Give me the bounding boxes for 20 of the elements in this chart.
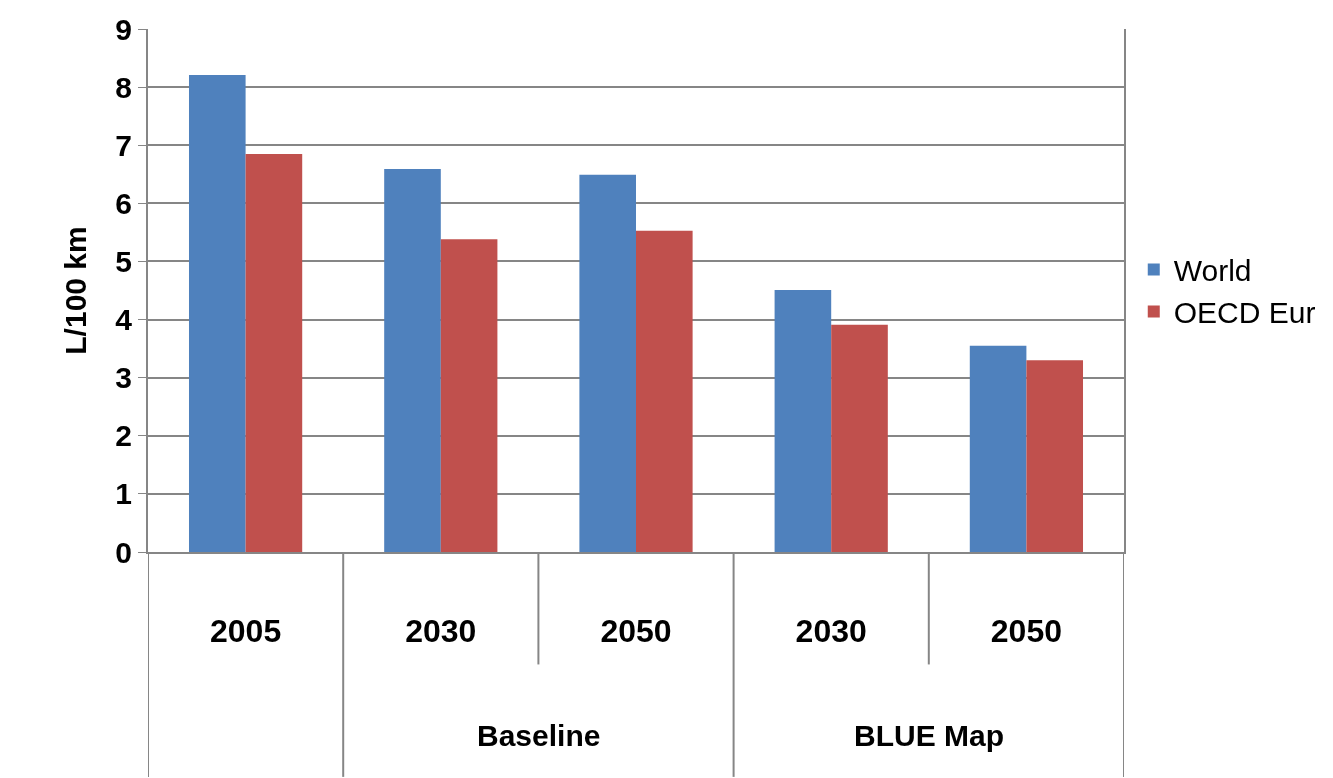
y-tick-label: 5 bbox=[115, 244, 132, 278]
x-tick-label: 2030 bbox=[795, 613, 867, 650]
y-tick-label: 1 bbox=[115, 477, 132, 511]
text: BLUE Map bbox=[854, 719, 1004, 752]
text: Baseline bbox=[477, 719, 601, 752]
y-axis-title: L/100 km bbox=[58, 226, 92, 355]
y-tick-label: 0 bbox=[115, 535, 132, 569]
x-tick-label: 2050 bbox=[990, 613, 1062, 650]
y-tick-label: 6 bbox=[115, 186, 132, 220]
x-tick-label: 2005 bbox=[210, 613, 282, 650]
y-tick-label: 4 bbox=[115, 303, 133, 337]
legend-label: World bbox=[1173, 254, 1252, 288]
y-tick-label: 9 bbox=[115, 12, 132, 46]
legend-label: OECD Eur bbox=[1173, 296, 1316, 330]
x-tick-label: 2030 bbox=[405, 613, 477, 650]
y-tick-label: 3 bbox=[115, 361, 132, 395]
y-tick-label: 2 bbox=[115, 419, 132, 453]
y-tick-label: 8 bbox=[115, 70, 132, 104]
y-tick-label: 7 bbox=[115, 128, 132, 162]
x-tick-label: 2050 bbox=[600, 613, 672, 650]
